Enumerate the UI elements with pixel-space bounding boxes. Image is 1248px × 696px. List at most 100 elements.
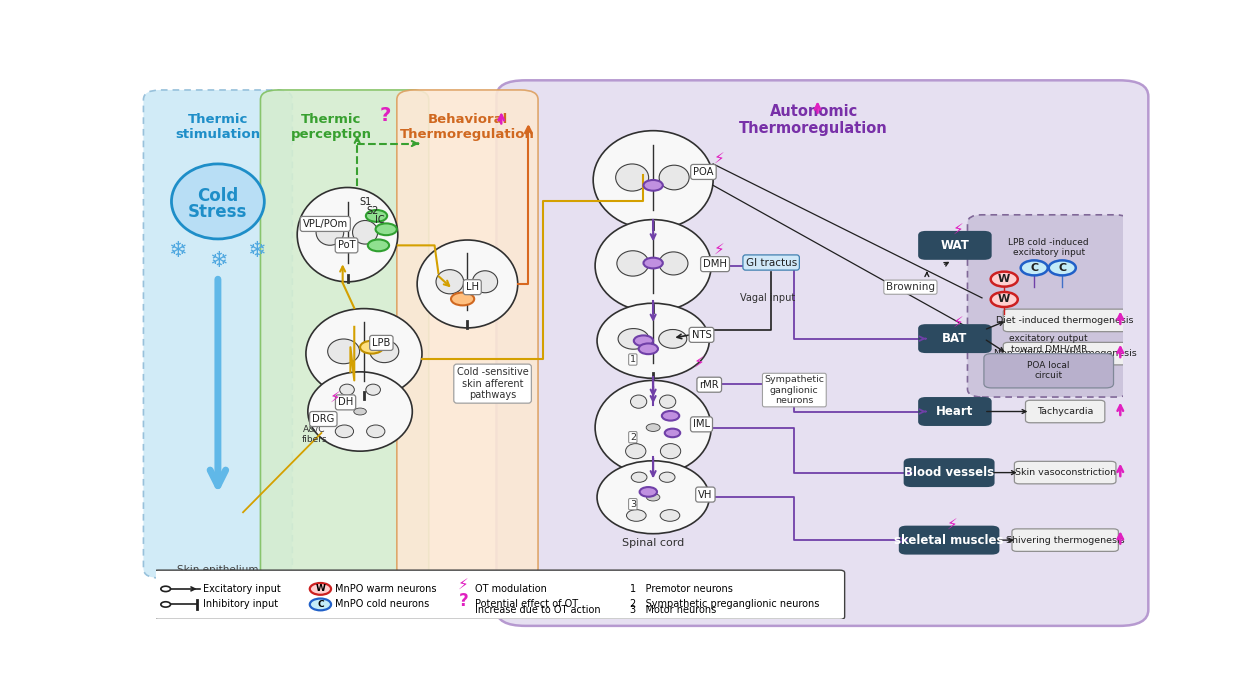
FancyBboxPatch shape <box>1026 400 1104 422</box>
Text: Tachycardia: Tachycardia <box>1037 407 1093 416</box>
Text: IC: IC <box>374 215 384 226</box>
Ellipse shape <box>417 240 518 328</box>
Text: ?: ? <box>459 592 468 610</box>
Text: DMH: DMH <box>703 259 728 269</box>
Ellipse shape <box>660 509 680 521</box>
Ellipse shape <box>316 219 343 245</box>
Ellipse shape <box>308 372 412 451</box>
Text: Spinal cord: Spinal cord <box>622 538 684 548</box>
Ellipse shape <box>473 271 498 293</box>
Ellipse shape <box>306 308 422 399</box>
Text: Shivering thermogenesis: Shivering thermogenesis <box>1006 536 1124 545</box>
Text: ❄: ❄ <box>247 241 266 261</box>
Circle shape <box>646 493 660 501</box>
Text: skeletal muscles: skeletal muscles <box>895 534 1003 546</box>
Text: 2: 2 <box>630 433 635 442</box>
FancyBboxPatch shape <box>919 324 992 353</box>
Text: DH: DH <box>338 397 353 407</box>
Ellipse shape <box>659 395 675 409</box>
Text: Cold -sensitive
skin afferent
pathways: Cold -sensitive skin afferent pathways <box>457 367 528 400</box>
Text: Heart: Heart <box>936 405 973 418</box>
Ellipse shape <box>617 251 649 276</box>
Text: Potential effect of OT: Potential effect of OT <box>475 599 578 610</box>
Text: BAT: BAT <box>942 332 967 345</box>
Text: Inhibitory input: Inhibitory input <box>203 599 278 610</box>
Text: VPL/POm: VPL/POm <box>303 219 348 229</box>
Text: Autonomic
Thermoregulation: Autonomic Thermoregulation <box>739 104 889 136</box>
Text: W: W <box>998 294 1011 304</box>
Circle shape <box>361 341 383 354</box>
Circle shape <box>644 258 663 269</box>
Text: Thermic
perception: Thermic perception <box>291 113 372 141</box>
Text: PoT: PoT <box>338 240 356 251</box>
Text: Non -shivering thermogenesis: Non -shivering thermogenesis <box>993 349 1137 358</box>
Text: Vagal input: Vagal input <box>740 293 795 303</box>
Circle shape <box>376 223 397 235</box>
Ellipse shape <box>630 395 646 409</box>
Text: rMR: rMR <box>699 380 719 390</box>
Text: OT modulation: OT modulation <box>475 584 547 594</box>
Ellipse shape <box>367 425 384 438</box>
Ellipse shape <box>631 472 646 482</box>
Text: LPB: LPB <box>372 338 391 348</box>
FancyBboxPatch shape <box>1003 309 1127 332</box>
FancyBboxPatch shape <box>1003 342 1127 365</box>
Text: Behavioral
Thermoregulation: Behavioral Thermoregulation <box>401 113 535 141</box>
FancyBboxPatch shape <box>899 525 1000 555</box>
Ellipse shape <box>328 339 359 364</box>
Text: S1: S1 <box>359 197 372 207</box>
Ellipse shape <box>352 221 378 244</box>
Text: IML: IML <box>693 420 710 429</box>
Text: Excitatory input: Excitatory input <box>203 584 281 594</box>
FancyBboxPatch shape <box>967 215 1129 397</box>
Text: Blood vessels: Blood vessels <box>904 466 995 479</box>
Text: Skin vasoconstriction: Skin vasoconstriction <box>1015 468 1116 477</box>
Text: VH: VH <box>698 489 713 500</box>
Circle shape <box>1048 260 1076 276</box>
Ellipse shape <box>618 329 649 349</box>
FancyBboxPatch shape <box>154 570 845 619</box>
Ellipse shape <box>659 252 688 275</box>
Text: C: C <box>1030 263 1038 273</box>
Text: Increase due to OT action: Increase due to OT action <box>475 606 600 615</box>
Text: 1: 1 <box>630 355 635 364</box>
Ellipse shape <box>595 381 711 475</box>
FancyBboxPatch shape <box>144 90 292 578</box>
Text: ⚡: ⚡ <box>952 222 963 237</box>
Circle shape <box>640 487 656 497</box>
Text: W: W <box>316 585 326 594</box>
Text: ❄: ❄ <box>168 241 187 261</box>
FancyBboxPatch shape <box>397 90 538 578</box>
Circle shape <box>368 239 389 251</box>
Text: Browning: Browning <box>886 282 935 292</box>
Circle shape <box>161 602 171 607</box>
Circle shape <box>661 411 679 420</box>
Text: Skin epithelium: Skin epithelium <box>177 565 258 575</box>
Text: GI tractus: GI tractus <box>745 258 796 267</box>
Ellipse shape <box>659 329 686 348</box>
Circle shape <box>354 408 367 415</box>
Text: MnPO warm neurons: MnPO warm neurons <box>334 584 437 594</box>
Text: 1   Premotor neurons: 1 Premotor neurons <box>630 584 733 594</box>
Text: LH: LH <box>466 282 479 292</box>
Text: ❄: ❄ <box>208 251 227 271</box>
Text: Diet -induced thermogenesis: Diet -induced thermogenesis <box>996 316 1134 325</box>
Text: Stress: Stress <box>188 203 247 221</box>
Ellipse shape <box>615 164 649 191</box>
Text: 3   Motor neurons: 3 Motor neurons <box>630 606 716 615</box>
Ellipse shape <box>436 269 464 294</box>
Circle shape <box>991 292 1018 307</box>
Ellipse shape <box>369 340 399 363</box>
Text: POA local
circuit: POA local circuit <box>1027 361 1070 380</box>
Circle shape <box>310 583 331 595</box>
Ellipse shape <box>597 303 709 378</box>
Text: 2   Sympathetic preganglionic neurons: 2 Sympathetic preganglionic neurons <box>630 599 819 610</box>
Ellipse shape <box>297 187 398 282</box>
FancyBboxPatch shape <box>1012 529 1118 551</box>
Circle shape <box>161 586 171 592</box>
Text: ⚡: ⚡ <box>952 315 963 330</box>
Ellipse shape <box>597 461 709 534</box>
Ellipse shape <box>625 443 646 459</box>
FancyBboxPatch shape <box>919 397 992 426</box>
Circle shape <box>639 343 658 354</box>
